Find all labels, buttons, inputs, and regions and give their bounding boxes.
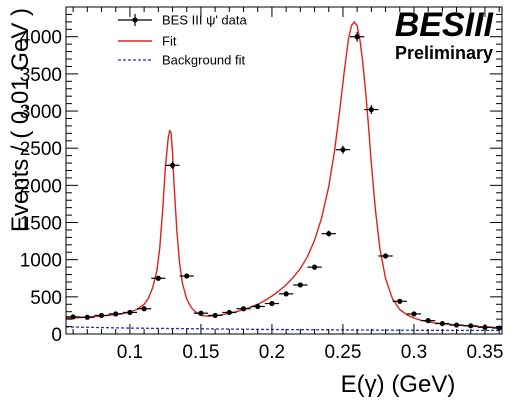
legend-swatch-marker xyxy=(132,17,138,23)
x-tick-label: 0.15 xyxy=(182,342,219,363)
data-point xyxy=(335,145,351,154)
legend-entry-background: Background fit xyxy=(118,53,245,68)
data-point-marker xyxy=(368,106,374,113)
data-point-marker xyxy=(382,253,389,259)
data-point xyxy=(250,303,265,310)
data-point xyxy=(179,273,194,279)
data-point-marker xyxy=(169,162,176,168)
y-tick-label: 2500 xyxy=(20,139,62,160)
axes: 0.1 0.15 0.2 0.25 0.3 0.35 0 500 1000 1500 2000 250… xyxy=(7,6,503,398)
legend: BES III ψ' data Fit Background fit xyxy=(118,13,248,68)
data-point-marker xyxy=(453,322,460,328)
legend-entry-fit: Fit xyxy=(118,34,177,49)
data-point xyxy=(392,298,407,304)
data-point-marker xyxy=(141,306,147,312)
y-tick-label: 1500 xyxy=(20,214,62,235)
x-tick-label: 0.3 xyxy=(401,342,427,363)
data-point-marker xyxy=(311,264,318,270)
data-point xyxy=(364,105,379,115)
legend-label: BES III ψ' data xyxy=(162,13,248,28)
x-tick-label: 0.25 xyxy=(324,342,361,363)
data-point-marker xyxy=(113,311,119,317)
data-point xyxy=(350,31,365,42)
data-point xyxy=(378,253,393,259)
brand-title: BESIII xyxy=(395,6,495,44)
plot-area xyxy=(66,21,502,332)
y-tick-label: 3000 xyxy=(20,102,62,123)
data-point-marker xyxy=(155,275,161,281)
legend-label: Fit xyxy=(162,34,177,49)
data-point xyxy=(137,306,152,312)
data-point-marker xyxy=(226,309,232,316)
data-point xyxy=(279,291,294,297)
data-point xyxy=(80,314,95,320)
data-point xyxy=(165,161,180,170)
fit-line xyxy=(66,21,500,329)
data-point-marker xyxy=(255,303,261,310)
x-tick-label: 0.1 xyxy=(117,342,143,363)
data-point xyxy=(236,306,251,312)
y-tick-label: 500 xyxy=(30,288,62,309)
data-point xyxy=(435,320,450,327)
data-point-marker xyxy=(269,300,275,307)
y-tick-label: 3500 xyxy=(20,65,62,86)
data-point xyxy=(307,264,322,270)
data-point xyxy=(151,275,166,281)
data-point xyxy=(122,309,138,316)
data-point-marker xyxy=(297,282,303,288)
data-point-marker xyxy=(184,273,190,279)
y-tick-label: 0 xyxy=(51,325,62,346)
data-point xyxy=(264,300,280,307)
data-point-marker xyxy=(70,314,76,320)
data-point xyxy=(108,311,123,317)
data-point-marker xyxy=(326,231,332,237)
data-point xyxy=(421,318,436,324)
data-point-marker xyxy=(397,298,403,304)
data-point xyxy=(321,230,336,237)
data-point xyxy=(406,311,422,317)
data-point xyxy=(208,312,223,319)
y-tick-label: 1000 xyxy=(20,251,62,272)
data-point xyxy=(193,310,209,316)
data-point-marker xyxy=(439,320,445,327)
data-point-marker xyxy=(340,147,346,153)
data-point-marker xyxy=(98,312,105,319)
x-tick-label: 0.2 xyxy=(259,342,285,363)
y-axis-title: Events / ( 0.01 GeV ) xyxy=(7,8,34,232)
x-tick-label: 0.35 xyxy=(466,342,503,363)
data-point-marker xyxy=(354,34,360,40)
brand-label: BESIII Preliminary xyxy=(395,6,495,63)
data-point-marker xyxy=(468,323,474,329)
data-point xyxy=(293,282,308,288)
x-axis-title: E(γ) (GeV) xyxy=(341,371,456,398)
data-point-marker xyxy=(283,291,289,297)
data-point-marker xyxy=(212,312,218,319)
data-point-marker xyxy=(84,314,90,320)
data-point xyxy=(463,323,478,329)
legend-entry-data: BES III ψ' data xyxy=(118,13,248,28)
data-point xyxy=(222,309,237,316)
background-fit-line xyxy=(66,326,500,332)
data-point-marker xyxy=(425,318,431,324)
data-point xyxy=(66,314,81,320)
y-tick-label: 2000 xyxy=(20,176,62,197)
data-point-marker xyxy=(127,309,133,316)
data-point xyxy=(449,322,464,328)
y-tick-label: 4000 xyxy=(20,28,62,49)
legend-label: Background fit xyxy=(162,53,245,68)
brand-subtitle: Preliminary xyxy=(395,43,493,63)
data-point-marker xyxy=(198,310,204,316)
data-point-marker xyxy=(240,306,247,312)
data-point-marker xyxy=(411,311,417,317)
data-point xyxy=(94,312,109,319)
